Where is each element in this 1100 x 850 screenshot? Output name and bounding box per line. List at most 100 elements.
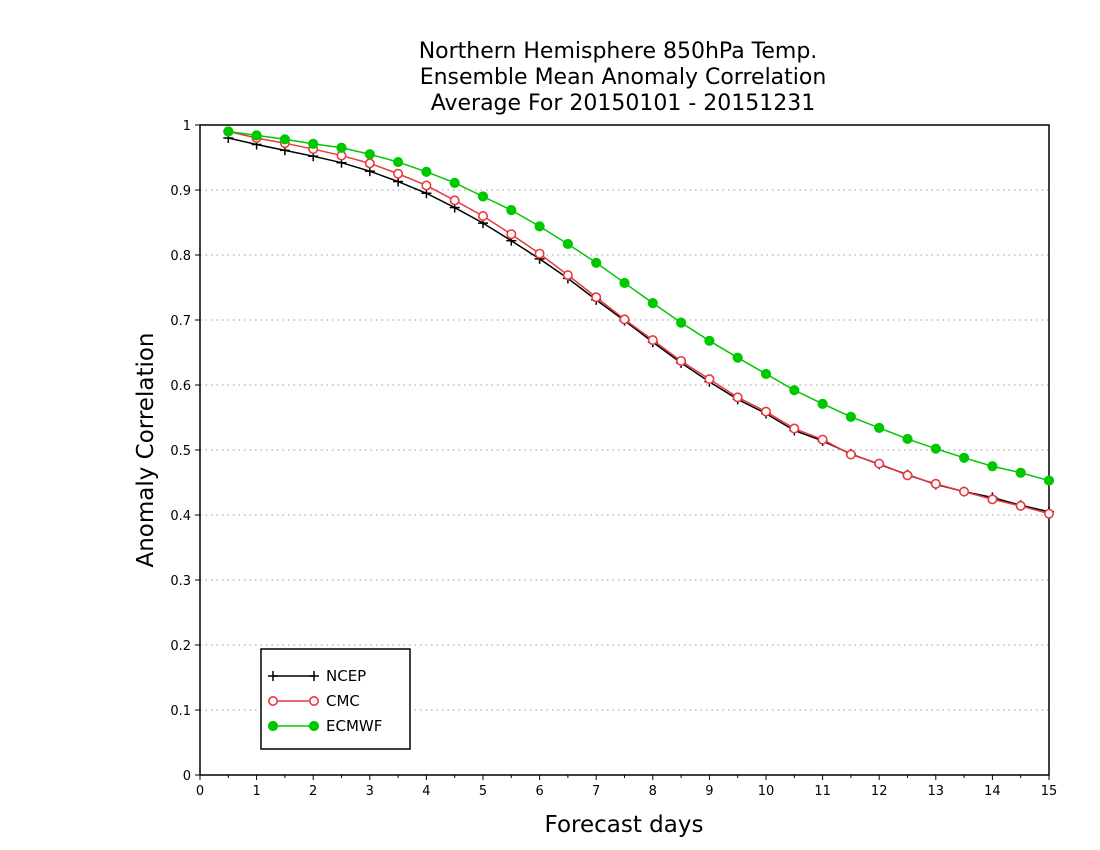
legend-item-ecmwf: ECMWF [267, 717, 382, 735]
y-tick-label: 0.9 [170, 184, 191, 199]
data-point-cmc [902, 470, 913, 481]
y-tick-label: 0.2 [170, 639, 191, 654]
data-point-cmc [987, 494, 998, 505]
title-line-3: Average For 20150101 - 20151231 [431, 91, 816, 116]
data-point-cmc [732, 392, 743, 403]
y-tick-label: 0 [183, 769, 191, 784]
data-point-cmc [421, 180, 432, 191]
x-tick-label: 15 [1041, 784, 1058, 799]
data-point-ecmwf [987, 461, 998, 472]
x-tick-label: 7 [592, 784, 600, 799]
x-tick-label: 13 [928, 784, 945, 799]
data-point-cmc [364, 158, 375, 169]
data-point-ecmwf [393, 156, 404, 168]
data-point-ecmwf [874, 422, 885, 433]
data-point-cmc [477, 211, 488, 222]
x-tick-label: 10 [758, 784, 775, 799]
legend-item-ncep: NCEP [268, 667, 366, 685]
data-point-cmc [789, 423, 800, 434]
data-point-cmc [874, 458, 885, 469]
y-tick-label: 1 [183, 119, 191, 134]
data-point-cmc [704, 374, 715, 385]
title-line-2: Ensemble Mean Anomaly Correlation [420, 65, 827, 90]
legend-label-cmc: CMC [326, 692, 360, 710]
data-point-ecmwf [902, 433, 913, 445]
data-point-ecmwf [336, 142, 347, 153]
data-point-ecmwf [959, 452, 970, 463]
data-point-cmc [676, 355, 687, 366]
x-tick-label: 12 [871, 784, 888, 799]
data-point-cmc [506, 229, 517, 240]
data-point-cmc [1044, 508, 1055, 519]
data-point-ecmwf [845, 411, 857, 422]
x-axis-label: Forecast days [545, 812, 704, 838]
y-tick-label: 0.8 [170, 249, 191, 264]
y-tick-label: 0.5 [170, 444, 191, 459]
x-tick-label: 6 [535, 784, 543, 799]
x-tick-label: 2 [309, 784, 317, 799]
data-point-ecmwf [251, 130, 262, 141]
data-point-cmc [393, 168, 404, 179]
y-axis-ticks: 0 0.1 0.2 0.3 0.4 0.5 0.6 0.7 0.8 0.9 1 [170, 119, 200, 784]
data-point-ecmwf [279, 134, 290, 145]
data-point-cmc [817, 434, 828, 445]
y-tick-label: 0.4 [170, 509, 191, 524]
data-point-cmc [534, 248, 545, 259]
x-tick-label: 0 [196, 784, 204, 799]
data-point-cmc [591, 292, 602, 303]
series-layer [223, 126, 1055, 519]
legend-marker-ecmwf [267, 720, 279, 732]
legend: NCEP CMC ECMWF [260, 648, 411, 750]
data-point-ecmwf [817, 398, 828, 409]
y-tick-label: 0.1 [170, 704, 191, 719]
legend-items: NCEP CMC ECMWF [267, 667, 382, 735]
x-tick-label: 11 [814, 784, 831, 799]
x-tick-label: 1 [252, 784, 260, 799]
x-tick-label: 4 [422, 784, 430, 799]
data-point-ecmwf [704, 335, 715, 346]
data-point-ecmwf [223, 126, 234, 137]
series-ecmwf [223, 126, 1055, 486]
data-point-ecmwf [619, 277, 630, 289]
legend-marker-ncep [309, 671, 319, 681]
data-point-ecmwf [477, 191, 489, 202]
legend-label-ecmwf: ECMWF [326, 717, 382, 735]
x-tick-label: 9 [705, 784, 713, 799]
title-line-1: Northern Hemisphere 850hPa Temp. [419, 39, 818, 64]
y-tick-label: 0.6 [170, 379, 191, 394]
data-point-ecmwf [591, 257, 602, 268]
y-tick-label: 0.7 [170, 314, 191, 329]
chart-title: Northern Hemisphere 850hPa Temp. Ensembl… [419, 39, 827, 116]
data-point-ecmwf [506, 205, 517, 216]
data-point-cmc [959, 486, 970, 497]
data-point-ecmwf [760, 368, 772, 380]
data-point-ecmwf [364, 149, 375, 160]
legend-marker-ncep [268, 671, 278, 681]
data-point-cmc [845, 449, 856, 460]
legend-item-cmc: CMC [267, 692, 360, 710]
data-point-cmc [1015, 500, 1026, 511]
x-axis-ticks: 0 1 2 3 4 5 6 7 8 9 10 11 12 13 14 15 [196, 775, 1057, 799]
data-point-cmc [619, 314, 630, 325]
data-point-ecmwf [421, 166, 432, 177]
data-point-ecmwf [534, 221, 545, 232]
legend-marker-cmc [267, 695, 278, 706]
legend-marker-cmc [308, 695, 319, 706]
data-point-ecmwf [732, 352, 743, 363]
legend-marker-ecmwf [308, 720, 320, 732]
data-point-ecmwf [647, 298, 658, 309]
x-tick-label: 5 [479, 784, 487, 799]
legend-label-ncep: NCEP [326, 667, 366, 685]
data-point-ecmwf [789, 385, 800, 396]
data-point-ecmwf [562, 238, 574, 250]
data-point-cmc [562, 270, 573, 281]
data-point-ecmwf [308, 138, 319, 149]
data-point-cmc [760, 406, 771, 417]
legend-box [260, 648, 411, 750]
data-point-cmc [647, 335, 658, 346]
data-point-ecmwf [1043, 475, 1055, 486]
data-point-ecmwf [676, 317, 687, 328]
x-tick-label: 8 [649, 784, 657, 799]
data-point-cmc [930, 478, 941, 489]
